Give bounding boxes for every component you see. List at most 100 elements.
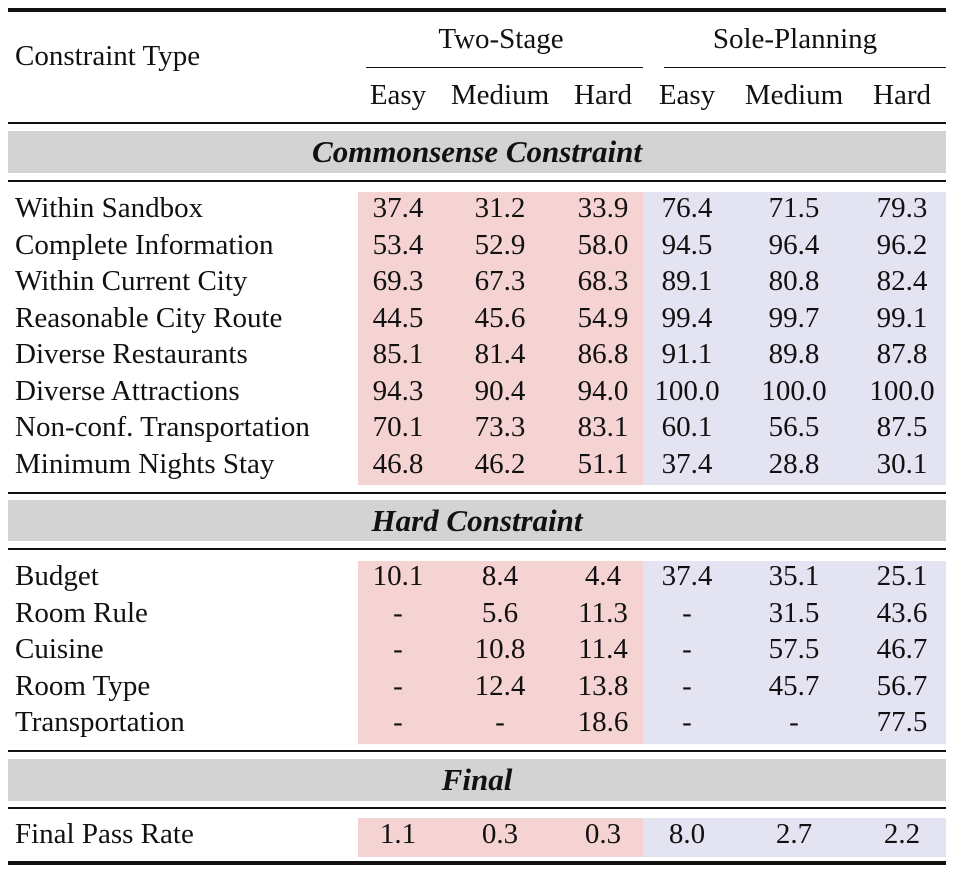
table-cell: 44.5	[372, 302, 424, 334]
table-cell: -	[495, 706, 505, 738]
table-cell: 87.8	[876, 338, 928, 370]
two-stage-group-rule	[366, 67, 643, 68]
header-rule	[8, 122, 946, 124]
table-cell: -	[789, 706, 799, 738]
row-label: Complete Information	[15, 229, 274, 261]
table-cell: -	[393, 633, 403, 665]
table-cell: 99.4	[661, 302, 713, 334]
table-cell: 58.0	[577, 229, 629, 261]
row-label: Budget	[15, 560, 99, 592]
row-label: Diverse Restaurants	[15, 338, 248, 370]
row-label: Final Pass Rate	[15, 818, 194, 850]
table-cell: 45.6	[474, 302, 526, 334]
table-cell: 52.9	[474, 229, 526, 261]
section-band	[8, 759, 946, 801]
table-cell: 87.5	[876, 411, 928, 443]
table-cell: 56.5	[768, 411, 820, 443]
row-label: Minimum Nights Stay	[15, 448, 275, 480]
table-cell: -	[682, 670, 692, 702]
header-level: Hard	[574, 79, 632, 111]
table-cell: -	[393, 597, 403, 629]
section-title-final: Final	[441, 762, 513, 797]
table-cell: 82.4	[876, 265, 928, 297]
table-cell: 11.3	[578, 597, 628, 629]
table-cell: -	[393, 706, 403, 738]
table-cell: 83.1	[577, 411, 629, 443]
table-cell: -	[682, 597, 692, 629]
table-cell: 53.4	[372, 229, 424, 261]
table-cell: -	[682, 706, 692, 738]
table-cell: 37.4	[661, 448, 713, 480]
section-rule	[8, 492, 946, 494]
table-cell: 70.1	[372, 411, 424, 443]
table-cell: 37.4	[661, 560, 713, 592]
section-band	[8, 500, 946, 541]
header-group-two-stage: Two-Stage	[438, 23, 564, 55]
table-cell: 30.1	[876, 448, 928, 480]
table-cell: 0.3	[584, 818, 622, 850]
table-cell: 0.3	[481, 818, 519, 850]
header-level: Easy	[658, 79, 716, 111]
table-cell: -	[393, 670, 403, 702]
table-cell: 100.0	[761, 375, 827, 407]
table-cell: -	[682, 633, 692, 665]
table-cell: 5.6	[481, 597, 519, 629]
sole-planning-group-rule	[664, 67, 946, 68]
table-cell: 10.8	[474, 633, 526, 665]
table-cell: 76.4	[661, 192, 713, 224]
table-cell: 99.1	[876, 302, 928, 334]
table-cell: 18.6	[577, 706, 629, 738]
section-rule	[8, 180, 946, 182]
row-label: Diverse Attractions	[15, 375, 240, 407]
header-level: Hard	[873, 79, 931, 111]
two-stage-cell-background	[358, 192, 643, 485]
sole-planning-cell-background	[643, 561, 946, 744]
table-cell: 96.2	[876, 229, 928, 261]
table-cell: 85.1	[372, 338, 424, 370]
table-cell: 12.4	[474, 670, 526, 702]
table-cell: 96.4	[768, 229, 820, 261]
table-cell: 56.7	[876, 670, 928, 702]
table-cell: 100.0	[654, 375, 720, 407]
row-label: Within Current City	[15, 265, 248, 297]
table-cell: 45.7	[768, 670, 820, 702]
table-cell: 57.5	[768, 633, 820, 665]
table-cell: 67.3	[474, 265, 526, 297]
header-level: Easy	[369, 79, 427, 111]
table-cell: 94.0	[577, 375, 629, 407]
sole-planning-cell-background	[643, 192, 946, 485]
table-cell: 2.7	[775, 818, 813, 850]
table-cell: 54.9	[577, 302, 629, 334]
table-cell: 10.1	[372, 560, 424, 592]
header-level: Medium	[450, 79, 550, 111]
row-label: Reasonable City Route	[15, 302, 283, 334]
table-cell: 46.8	[372, 448, 424, 480]
row-label: Room Type	[15, 670, 151, 702]
row-label: Within Sandbox	[15, 192, 204, 224]
table-cell: 43.6	[876, 597, 928, 629]
table-cell: 25.1	[876, 560, 928, 592]
table-cell: 11.4	[578, 633, 628, 665]
table-cell: 37.4	[372, 192, 424, 224]
table-cell: 69.3	[372, 265, 424, 297]
table-cell: 68.3	[577, 265, 629, 297]
table-cell: 8.4	[481, 560, 519, 592]
row-label: Non-conf. Transportation	[15, 411, 310, 443]
table-cell: 90.4	[474, 375, 526, 407]
table-cell: 91.1	[661, 338, 713, 370]
table-cell: 79.3	[876, 192, 928, 224]
table-cell: 46.7	[876, 633, 928, 665]
table-cell: 8.0	[668, 818, 706, 850]
header-level: Medium	[744, 79, 844, 111]
table-cell: 51.1	[577, 448, 629, 480]
top-rule	[8, 8, 946, 12]
table-cell: 31.5	[768, 597, 820, 629]
table-cell: 100.0	[869, 375, 935, 407]
table-cell: 77.5	[876, 706, 928, 738]
table-cell: 35.1	[768, 560, 820, 592]
table-cell: 99.7	[768, 302, 820, 334]
row-label: Room Rule	[15, 597, 148, 629]
bottom-rule	[8, 861, 946, 865]
table-cell: 73.3	[474, 411, 526, 443]
